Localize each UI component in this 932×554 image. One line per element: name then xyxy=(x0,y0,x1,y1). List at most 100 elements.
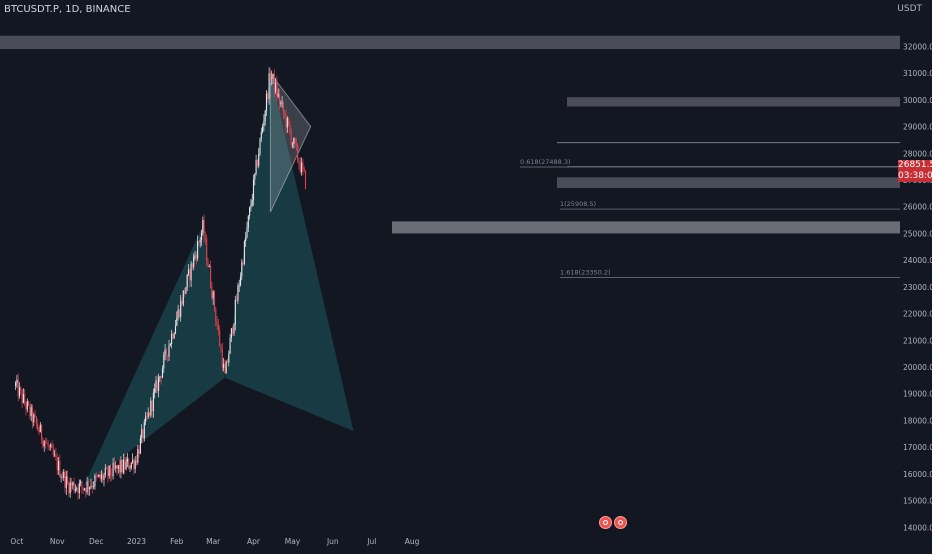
candle[interactable] xyxy=(177,309,179,318)
candle[interactable] xyxy=(86,481,88,493)
candle[interactable] xyxy=(135,460,138,463)
candle[interactable] xyxy=(151,400,153,412)
candle[interactable] xyxy=(59,460,61,477)
candle[interactable] xyxy=(246,227,248,238)
candle[interactable] xyxy=(100,474,102,479)
candle[interactable] xyxy=(64,471,66,489)
candle[interactable] xyxy=(31,407,34,423)
candle[interactable] xyxy=(108,465,110,477)
candle[interactable] xyxy=(247,215,249,228)
candle[interactable] xyxy=(285,114,287,128)
candle[interactable] xyxy=(112,463,114,477)
candle[interactable] xyxy=(265,93,268,111)
candle[interactable] xyxy=(43,441,45,447)
candle[interactable] xyxy=(302,162,304,169)
candle[interactable] xyxy=(200,232,203,241)
candle[interactable] xyxy=(303,168,305,171)
candle[interactable] xyxy=(55,454,57,458)
candle[interactable] xyxy=(145,416,147,422)
candle[interactable] xyxy=(128,458,130,469)
candle[interactable] xyxy=(164,349,166,355)
candle[interactable] xyxy=(167,355,169,357)
candle[interactable] xyxy=(56,457,58,471)
candle[interactable] xyxy=(51,444,53,448)
candle[interactable] xyxy=(117,464,119,469)
candle[interactable] xyxy=(198,241,200,243)
candle[interactable] xyxy=(269,73,271,79)
price-zone[interactable] xyxy=(557,177,900,189)
candle[interactable] xyxy=(215,309,217,322)
candle[interactable] xyxy=(154,388,156,393)
candle[interactable] xyxy=(39,424,41,433)
candle[interactable] xyxy=(293,137,295,144)
candle[interactable] xyxy=(233,324,235,334)
candle[interactable] xyxy=(276,82,278,97)
event-icon[interactable] xyxy=(599,516,612,529)
candle[interactable] xyxy=(186,274,188,288)
candle[interactable] xyxy=(54,454,56,456)
candle[interactable] xyxy=(295,143,297,146)
candle[interactable] xyxy=(107,468,109,477)
candle[interactable] xyxy=(289,124,291,132)
candle[interactable] xyxy=(220,345,222,350)
candle[interactable] xyxy=(72,482,74,486)
candle[interactable] xyxy=(41,424,43,440)
candle[interactable] xyxy=(278,93,281,104)
candle[interactable] xyxy=(236,299,238,301)
candle[interactable] xyxy=(273,73,275,92)
candle[interactable] xyxy=(239,276,242,286)
candle[interactable] xyxy=(73,482,75,491)
candle[interactable] xyxy=(169,343,171,346)
candle[interactable] xyxy=(225,361,227,374)
price-zone[interactable] xyxy=(392,221,900,234)
candle[interactable] xyxy=(187,269,190,275)
candle[interactable] xyxy=(281,102,283,104)
candle[interactable] xyxy=(171,333,173,344)
candle[interactable] xyxy=(284,112,286,115)
candle[interactable] xyxy=(282,102,284,113)
harmonic-pattern-leg[interactable] xyxy=(83,225,225,488)
candle[interactable] xyxy=(109,465,112,476)
candle[interactable] xyxy=(152,392,154,412)
candle[interactable] xyxy=(180,300,182,317)
candle[interactable] xyxy=(83,488,86,490)
candle[interactable] xyxy=(155,380,157,389)
candle[interactable] xyxy=(182,290,184,305)
candle[interactable] xyxy=(139,437,141,454)
candle[interactable] xyxy=(211,287,213,299)
candle[interactable] xyxy=(137,449,139,463)
candle[interactable] xyxy=(159,376,161,378)
candle[interactable] xyxy=(212,291,214,299)
candle[interactable] xyxy=(102,474,104,480)
candle[interactable] xyxy=(124,459,126,469)
candle[interactable] xyxy=(60,476,62,478)
candle[interactable] xyxy=(146,416,148,418)
candle[interactable] xyxy=(22,394,24,403)
candle[interactable] xyxy=(130,462,132,468)
candle[interactable] xyxy=(290,131,292,145)
candle[interactable] xyxy=(47,443,49,447)
candle[interactable] xyxy=(21,390,23,403)
candle[interactable] xyxy=(241,262,243,277)
candle[interactable] xyxy=(138,449,140,454)
candle[interactable] xyxy=(46,442,48,444)
candle[interactable] xyxy=(126,458,128,462)
candle[interactable] xyxy=(80,481,82,484)
candle[interactable] xyxy=(38,429,40,433)
candle[interactable] xyxy=(158,377,160,391)
candle[interactable] xyxy=(268,73,270,100)
event-icon[interactable] xyxy=(614,516,627,529)
candle[interactable] xyxy=(216,321,218,326)
candle[interactable] xyxy=(143,421,145,439)
candle[interactable] xyxy=(217,325,219,331)
candle[interactable] xyxy=(15,383,17,386)
candle[interactable] xyxy=(115,465,117,469)
candle[interactable] xyxy=(213,291,216,310)
candle[interactable] xyxy=(260,131,262,140)
candle[interactable] xyxy=(133,459,135,470)
candle[interactable] xyxy=(238,285,240,287)
candle[interactable] xyxy=(42,439,44,447)
candle[interactable] xyxy=(194,255,196,257)
candle[interactable] xyxy=(104,468,106,475)
candle[interactable] xyxy=(52,447,54,455)
